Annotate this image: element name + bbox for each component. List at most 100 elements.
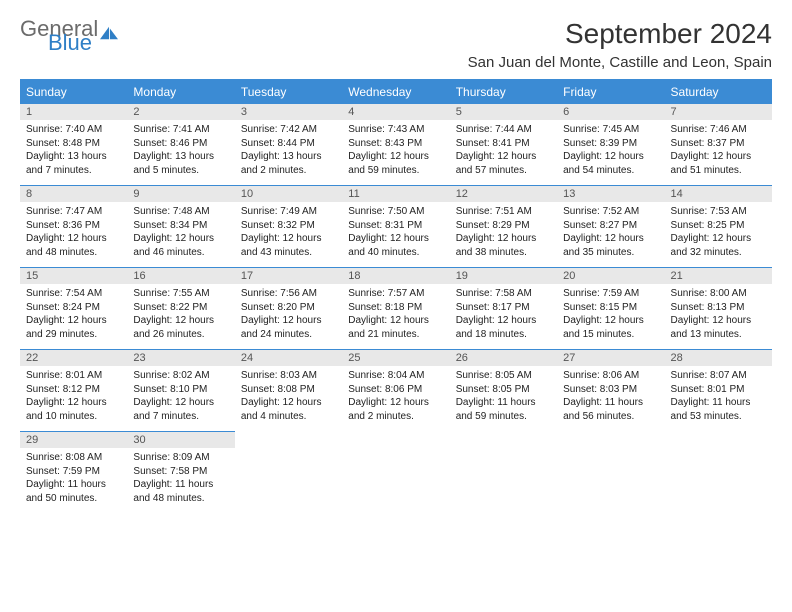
sunset-text: Sunset: 8:05 PM: [456, 383, 551, 397]
day-number: 29: [20, 432, 127, 448]
sunset-text: Sunset: 8:10 PM: [133, 383, 228, 397]
daylight-text: Daylight: 12 hours and 15 minutes.: [563, 314, 658, 341]
day-body: Sunrise: 7:50 AMSunset: 8:31 PMDaylight:…: [342, 202, 449, 267]
logo: General Blue: [20, 18, 118, 54]
daylight-text: Daylight: 13 hours and 2 minutes.: [241, 150, 336, 177]
day-number: 4: [342, 104, 449, 120]
day-body: Sunrise: 7:55 AMSunset: 8:22 PMDaylight:…: [127, 284, 234, 349]
sunrise-text: Sunrise: 7:45 AM: [563, 123, 658, 137]
day-body: Sunrise: 7:57 AMSunset: 8:18 PMDaylight:…: [342, 284, 449, 349]
day-cell: 3Sunrise: 7:42 AMSunset: 8:44 PMDaylight…: [235, 104, 342, 186]
sunrise-text: Sunrise: 7:53 AM: [671, 205, 766, 219]
day-cell: 29 Sunrise: 8:08 AMSunset: 7:59 PMDayligh…: [20, 432, 127, 514]
day-body: Sunrise: 7:46 AMSunset: 8:37 PMDaylight:…: [665, 120, 772, 185]
day-body: Sunrise: 8:01 AMSunset: 8:12 PMDaylight:…: [20, 366, 127, 431]
sunset-text: Sunset: 8:13 PM: [671, 301, 766, 315]
daylight-text: Daylight: 12 hours and 21 minutes.: [348, 314, 443, 341]
sunrise-text: Sunrise: 7:59 AM: [563, 287, 658, 301]
day-number: 3: [235, 104, 342, 120]
sunrise-text: Sunrise: 8:01 AM: [26, 369, 121, 383]
empty-cell: [450, 432, 557, 514]
sunset-text: Sunset: 8:20 PM: [241, 301, 336, 315]
daylight-text: Daylight: 12 hours and 7 minutes.: [133, 396, 228, 423]
day-body: Sunrise: 7:56 AMSunset: 8:20 PMDaylight:…: [235, 284, 342, 349]
week-row: 29Sunrise: 8:08 AMSunset: 7:59 PMDayligh…: [20, 432, 772, 514]
sunset-text: Sunset: 8:06 PM: [348, 383, 443, 397]
daylight-text: Daylight: 12 hours and 54 minutes.: [563, 150, 658, 177]
daylight-text: Daylight: 12 hours and 32 minutes.: [671, 232, 766, 259]
day-cell: 6Sunrise: 7:45 AMSunset: 8:39 PMDaylight…: [557, 104, 664, 186]
day-body: Sunrise: 7:41 AMSunset: 8:46 PMDaylight:…: [127, 120, 234, 185]
day-number: 28: [665, 350, 772, 366]
day-number: 21: [665, 268, 772, 284]
day-body: Sunrise: 7:40 AMSunset: 8:48 PMDaylight:…: [20, 120, 127, 185]
day-cell: 1Sunrise: 7:40 AMSunset: 8:48 PMDaylight…: [20, 104, 127, 186]
day-number: 13: [557, 186, 664, 202]
sunset-text: Sunset: 8:36 PM: [26, 219, 121, 233]
sunset-text: Sunset: 8:22 PM: [133, 301, 228, 315]
sunset-text: Sunset: 7:59 PM: [26, 465, 121, 479]
day-number: 10: [235, 186, 342, 202]
day-number: 11: [342, 186, 449, 202]
day-body: Sunrise: 7:51 AMSunset: 8:29 PMDaylight:…: [450, 202, 557, 267]
daylight-text: Daylight: 12 hours and 26 minutes.: [133, 314, 228, 341]
day-number: 18: [342, 268, 449, 284]
sunset-text: Sunset: 8:37 PM: [671, 137, 766, 151]
day-number: 16: [127, 268, 234, 284]
day-body: Sunrise: 7:48 AMSunset: 8:34 PMDaylight:…: [127, 202, 234, 267]
sunset-text: Sunset: 8:08 PM: [241, 383, 336, 397]
day-cell: 5Sunrise: 7:44 AMSunset: 8:41 PMDaylight…: [450, 104, 557, 186]
sunrise-text: Sunrise: 8:06 AM: [563, 369, 658, 383]
day-cell: 25Sunrise: 8:04 AMSunset: 8:06 PMDayligh…: [342, 350, 449, 432]
day-number: 20: [557, 268, 664, 284]
daylight-text: Daylight: 12 hours and 29 minutes.: [26, 314, 121, 341]
day-body: Sunrise: 8:05 AMSunset: 8:05 PMDaylight:…: [450, 366, 557, 431]
day-number: 19: [450, 268, 557, 284]
sunrise-text: Sunrise: 7:41 AM: [133, 123, 228, 137]
sunrise-text: Sunrise: 8:07 AM: [671, 369, 766, 383]
day-cell: 20Sunrise: 7:59 AMSunset: 8:15 PMDayligh…: [557, 268, 664, 350]
day-number: 7: [665, 104, 772, 120]
sunset-text: Sunset: 8:01 PM: [671, 383, 766, 397]
sunrise-text: Sunrise: 7:44 AM: [456, 123, 551, 137]
daylight-text: Daylight: 11 hours and 48 minutes.: [133, 478, 228, 505]
dow-thursday: Thursday: [450, 80, 557, 104]
sunset-text: Sunset: 8:31 PM: [348, 219, 443, 233]
sunrise-text: Sunrise: 7:48 AM: [133, 205, 228, 219]
day-cell: 21Sunrise: 8:00 AMSunset: 8:13 PMDayligh…: [665, 268, 772, 350]
daylight-text: Daylight: 12 hours and 4 minutes.: [241, 396, 336, 423]
day-body: Sunrise: 7:47 AMSunset: 8:36 PMDaylight:…: [20, 202, 127, 267]
day-body: Sunrise: 8:04 AMSunset: 8:06 PMDaylight:…: [342, 366, 449, 431]
day-number: 23: [127, 350, 234, 366]
day-number: 24: [235, 350, 342, 366]
dow-tuesday: Tuesday: [235, 80, 342, 104]
sunset-text: Sunset: 8:48 PM: [26, 137, 121, 151]
day-body: Sunrise: 8:07 AMSunset: 8:01 PMDaylight:…: [665, 366, 772, 431]
day-number: 12: [450, 186, 557, 202]
month-year: September 2024: [468, 18, 772, 50]
sunrise-text: Sunrise: 7:43 AM: [348, 123, 443, 137]
day-cell: 26Sunrise: 8:05 AMSunset: 8:05 PMDayligh…: [450, 350, 557, 432]
day-cell: 18Sunrise: 7:57 AMSunset: 8:18 PMDayligh…: [342, 268, 449, 350]
sunset-text: Sunset: 8:43 PM: [348, 137, 443, 151]
day-cell: 11Sunrise: 7:50 AMSunset: 8:31 PMDayligh…: [342, 186, 449, 268]
sunrise-text: Sunrise: 8:08 AM: [26, 451, 121, 465]
dow-saturday: Saturday: [665, 80, 772, 104]
sunrise-text: Sunrise: 7:52 AM: [563, 205, 658, 219]
daylight-text: Daylight: 12 hours and 18 minutes.: [456, 314, 551, 341]
day-cell: 28Sunrise: 8:07 AMSunset: 8:01 PMDayligh…: [665, 350, 772, 432]
daylight-text: Daylight: 12 hours and 57 minutes.: [456, 150, 551, 177]
day-number: 6: [557, 104, 664, 120]
day-cell: 24Sunrise: 8:03 AMSunset: 8:08 PMDayligh…: [235, 350, 342, 432]
title-block: September 2024 San Juan del Monte, Casti…: [468, 18, 772, 71]
day-cell: 4Sunrise: 7:43 AMSunset: 8:43 PMDaylight…: [342, 104, 449, 186]
sunset-text: Sunset: 8:18 PM: [348, 301, 443, 315]
location: San Juan del Monte, Castille and Leon, S…: [468, 54, 772, 71]
sunrise-text: Sunrise: 7:58 AM: [456, 287, 551, 301]
day-number: 15: [20, 268, 127, 284]
days-of-week-row: Sunday Monday Tuesday Wednesday Thursday…: [20, 80, 772, 104]
empty-cell: [665, 432, 772, 514]
dow-monday: Monday: [127, 80, 234, 104]
sunset-text: Sunset: 8:44 PM: [241, 137, 336, 151]
daylight-text: Daylight: 11 hours and 50 minutes.: [26, 478, 121, 505]
